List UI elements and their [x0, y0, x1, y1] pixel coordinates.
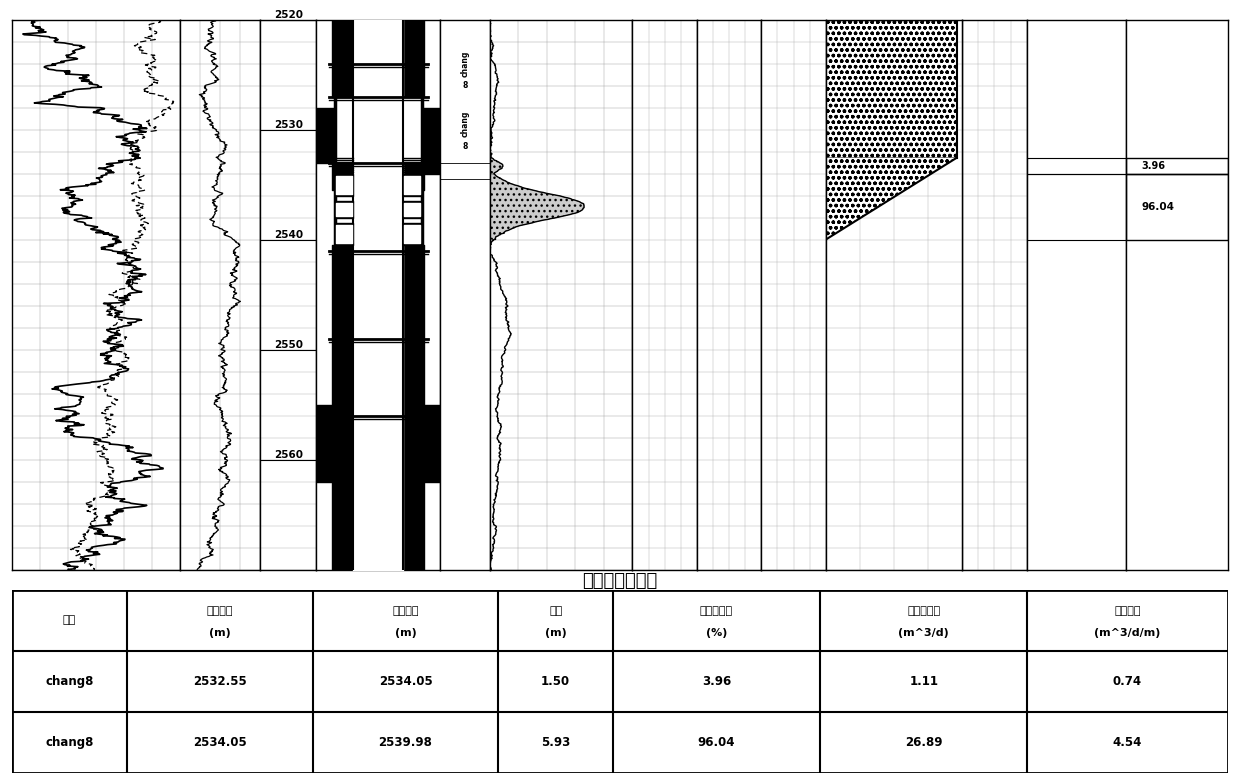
Text: 绝对注入量: 绝对注入量	[908, 606, 940, 616]
Text: 相对注入量: 相对注入量	[699, 606, 733, 616]
Text: 注入强度: 注入强度	[1115, 606, 1141, 616]
Text: 8: 8	[463, 81, 467, 90]
Text: (m): (m)	[544, 628, 567, 638]
Text: 1.11: 1.11	[909, 675, 939, 688]
Text: 2539.98: 2539.98	[378, 736, 433, 749]
Text: 起始深度: 起始深度	[206, 606, 233, 616]
Text: 8: 8	[463, 141, 467, 151]
Text: 96.04: 96.04	[698, 736, 735, 749]
Text: 层位: 层位	[63, 615, 76, 626]
Text: 2560: 2560	[274, 450, 303, 460]
Text: chang8: chang8	[46, 675, 94, 688]
Text: 2534.05: 2534.05	[378, 675, 433, 688]
Text: (m): (m)	[394, 628, 417, 638]
Text: 2534.05: 2534.05	[193, 736, 247, 749]
Text: 3.96: 3.96	[702, 675, 732, 688]
Text: 96.04: 96.04	[1141, 202, 1174, 212]
Text: 3.96: 3.96	[1141, 161, 1166, 171]
Bar	[1027, 158, 1126, 174]
Text: (m^3/d): (m^3/d)	[899, 628, 949, 638]
Text: 2532.55: 2532.55	[193, 675, 247, 688]
Text: 厚度: 厚度	[549, 606, 562, 616]
Text: 2530: 2530	[274, 119, 303, 130]
Text: 1.50: 1.50	[541, 675, 570, 688]
Text: 2520: 2520	[274, 9, 303, 20]
Text: 2540: 2540	[274, 230, 303, 240]
Bar	[1126, 158, 1228, 174]
Text: 26.89: 26.89	[905, 736, 942, 749]
Text: (m): (m)	[208, 628, 231, 638]
Text: 注水剪面成果表: 注水剪面成果表	[583, 572, 657, 590]
Bar	[1126, 174, 1228, 240]
Bar	[1027, 174, 1126, 240]
Text: (m^3/d/m): (m^3/d/m)	[1095, 628, 1161, 638]
Text: (%): (%)	[706, 628, 727, 638]
Text: 2550: 2550	[274, 340, 303, 350]
Text: 4.54: 4.54	[1112, 736, 1142, 749]
Text: 5.93: 5.93	[541, 736, 570, 749]
Text: chang: chang	[460, 51, 470, 77]
Text: 0.74: 0.74	[1114, 675, 1142, 688]
Text: 终止深度: 终止深度	[392, 606, 419, 616]
Text: chang: chang	[460, 111, 470, 137]
Bar	[826, 20, 957, 158]
Polygon shape	[826, 158, 957, 240]
Text: chang8: chang8	[46, 736, 94, 749]
